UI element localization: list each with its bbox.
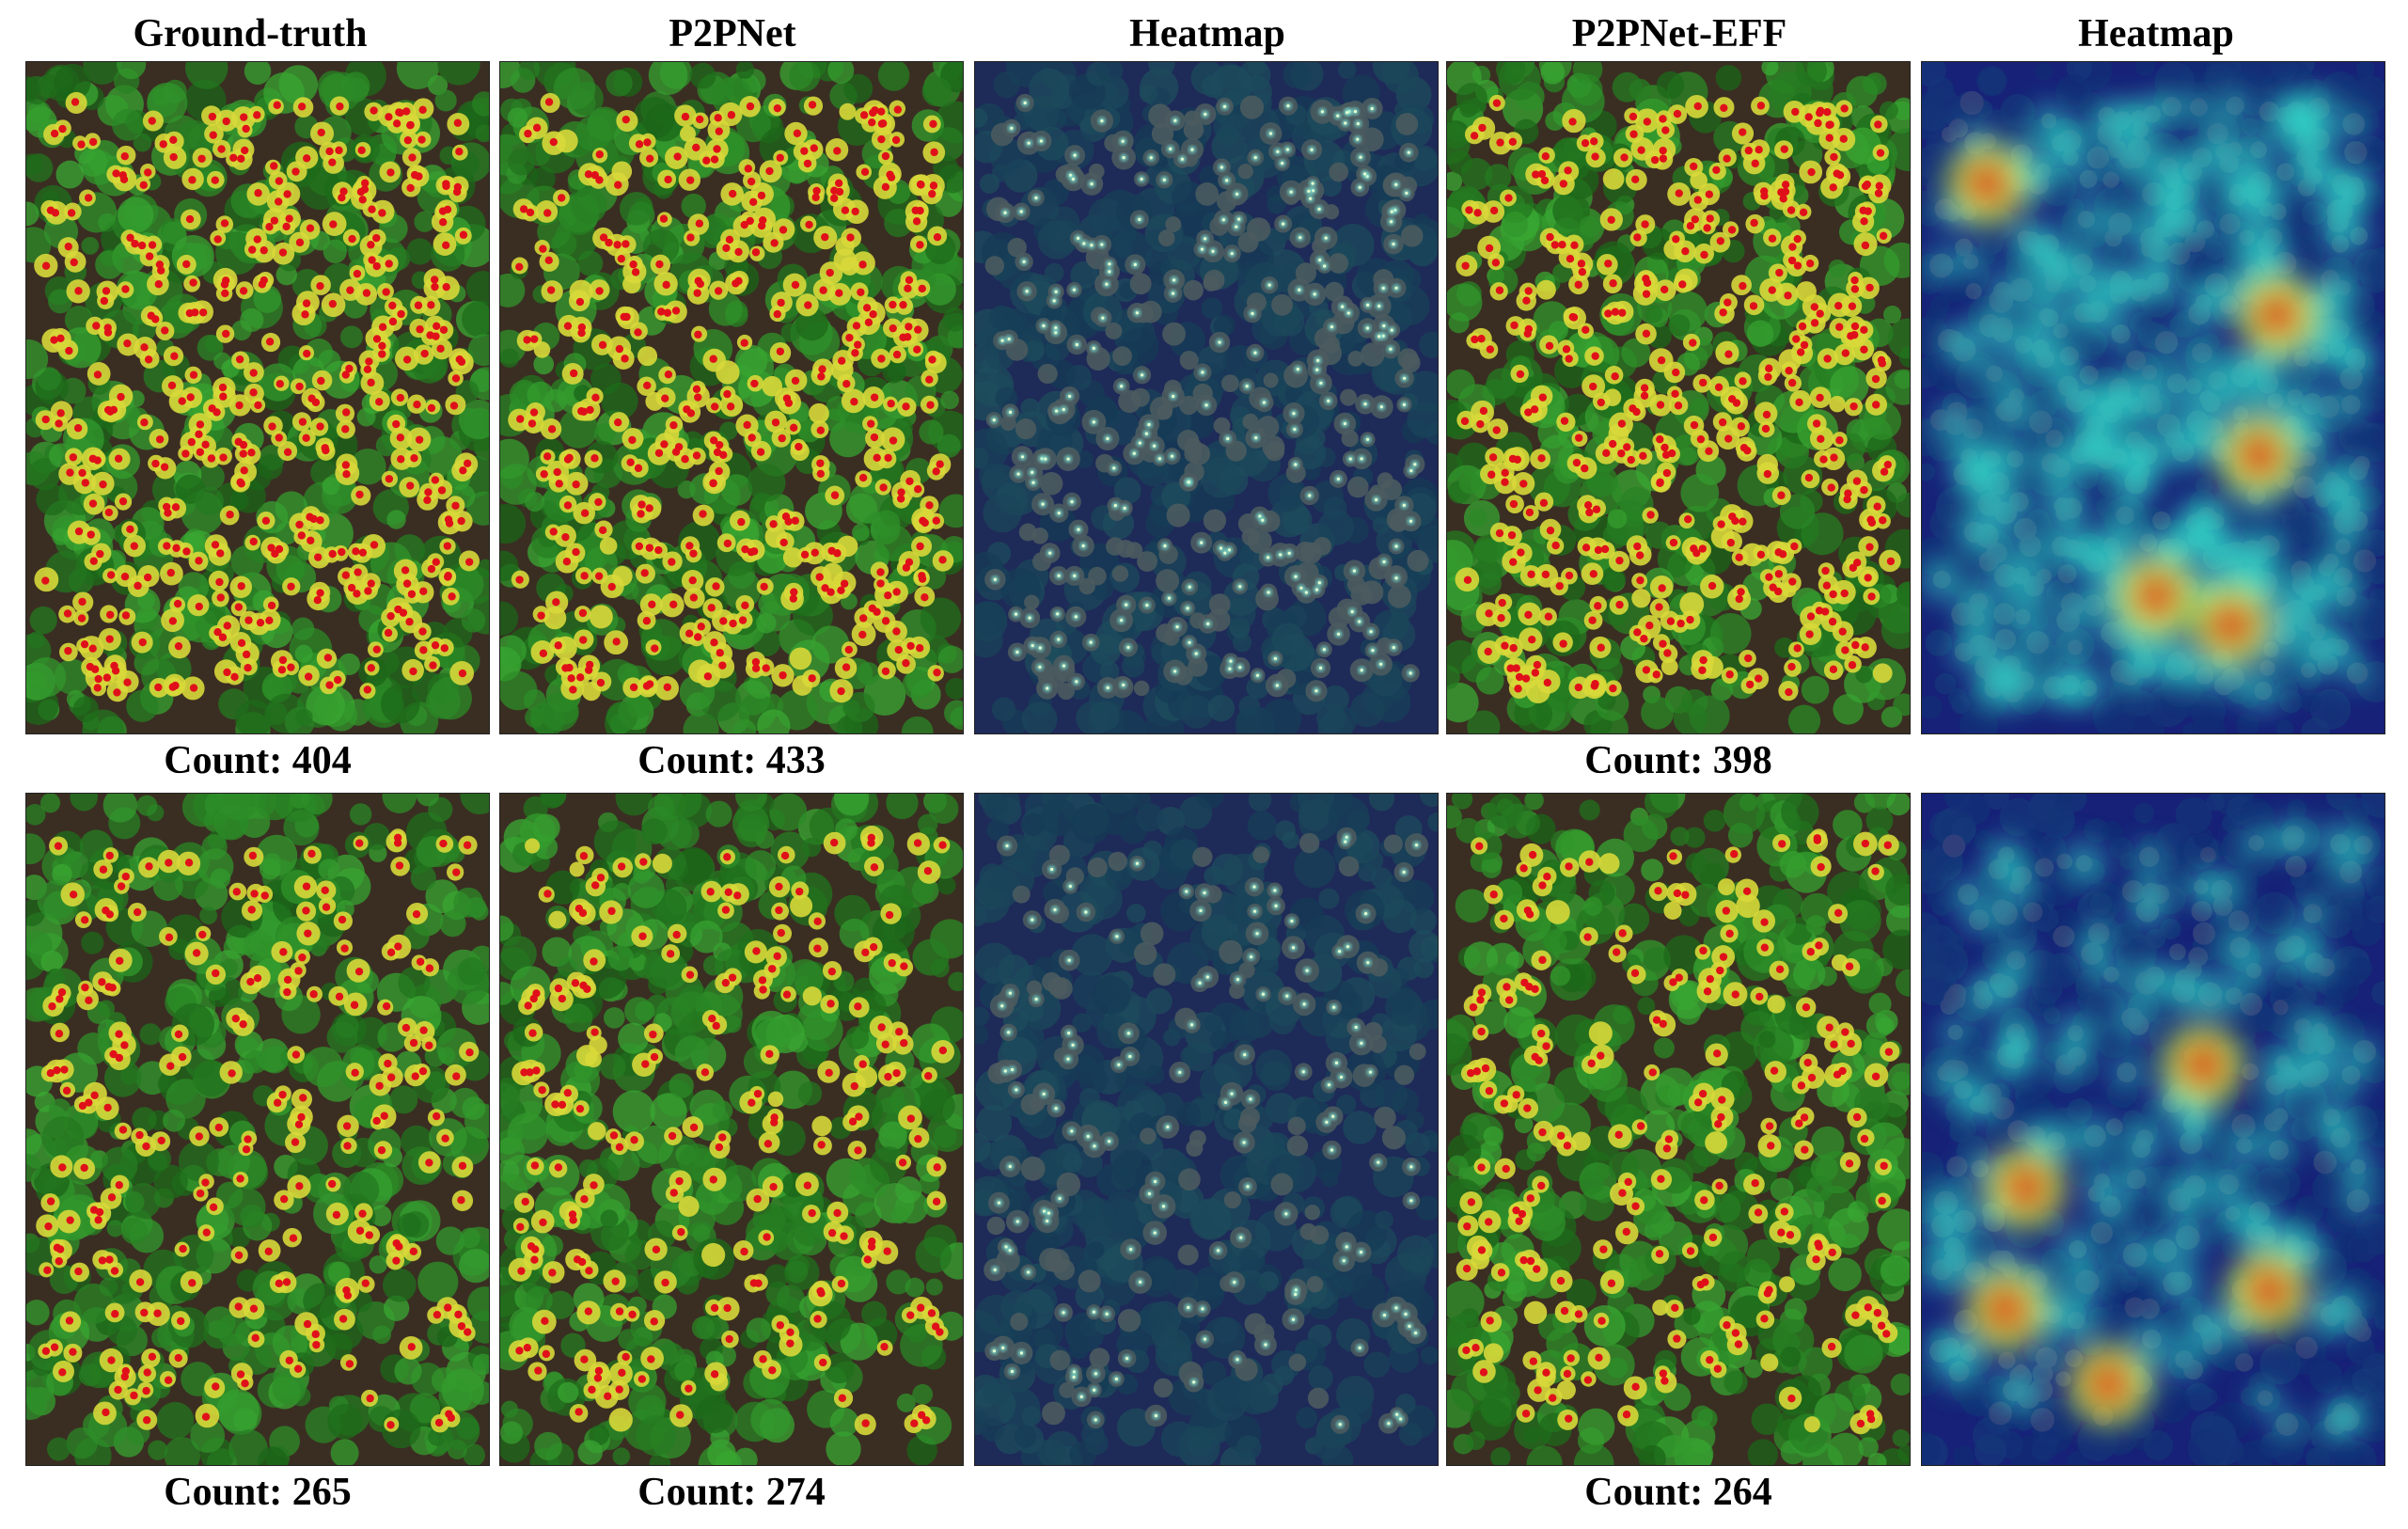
panel-row1-p2pnet-eff (1446, 61, 1911, 734)
panel-row1-heatmap (974, 61, 1439, 734)
panel-row2-heatmap-eff (1921, 793, 2385, 1466)
image-row1-heatmap-eff (1922, 62, 2384, 733)
count-row2-ground-truth: Count: 265 (164, 1471, 352, 1514)
count-row1-p2pnet-eff: Count: 398 (1584, 739, 1772, 782)
count-row2-p2pnet-eff: Count: 264 (1584, 1471, 1772, 1514)
count-row1-ground-truth: Count: 404 (164, 739, 352, 782)
panel-row2-p2pnet (499, 793, 964, 1466)
count-row2-p2pnet: Count: 274 (637, 1471, 826, 1514)
column-title-heatmap-1: Heatmap (1129, 12, 1285, 55)
panel-row2-heatmap (974, 793, 1439, 1466)
heat-blobs (1922, 818, 2381, 1440)
image-row2-heatmap-eff (1922, 794, 2384, 1465)
image-row1-heatmap (975, 62, 1438, 733)
image-row2-ground-truth (26, 794, 489, 1465)
panel-row1-p2pnet (499, 61, 964, 734)
count-row1-p2pnet: Count: 433 (637, 739, 826, 782)
point-markers (515, 98, 947, 696)
image-row1-ground-truth (26, 62, 489, 733)
image-row2-p2pnet (500, 794, 963, 1465)
image-row1-p2pnet (500, 62, 963, 733)
heat-spots (990, 99, 1419, 695)
column-title-p2pnet-eff: P2PNet-EFF (1571, 12, 1787, 55)
image-row1-p2pnet-eff (1447, 62, 1910, 733)
point-markers (1460, 99, 1896, 697)
column-title-p2pnet: P2PNet (669, 12, 796, 55)
point-markers (41, 98, 474, 697)
panel-row1-ground-truth (25, 61, 490, 734)
heat-blobs (1922, 88, 2376, 712)
column-title-heatmap-2: Heatmap (2078, 12, 2234, 55)
image-row2-p2pnet-eff (1447, 794, 1910, 1465)
point-markers (41, 833, 474, 1429)
image-row2-heatmap (975, 794, 1438, 1465)
panel-row2-p2pnet-eff (1446, 793, 1911, 1466)
heat-spots (990, 833, 1421, 1428)
panel-row1-heatmap-eff (1921, 61, 2385, 734)
point-markers (1462, 834, 1894, 1428)
panel-row2-ground-truth (25, 793, 490, 1466)
point-markers (515, 833, 948, 1427)
column-title-ground-truth: Ground-truth (133, 12, 368, 55)
